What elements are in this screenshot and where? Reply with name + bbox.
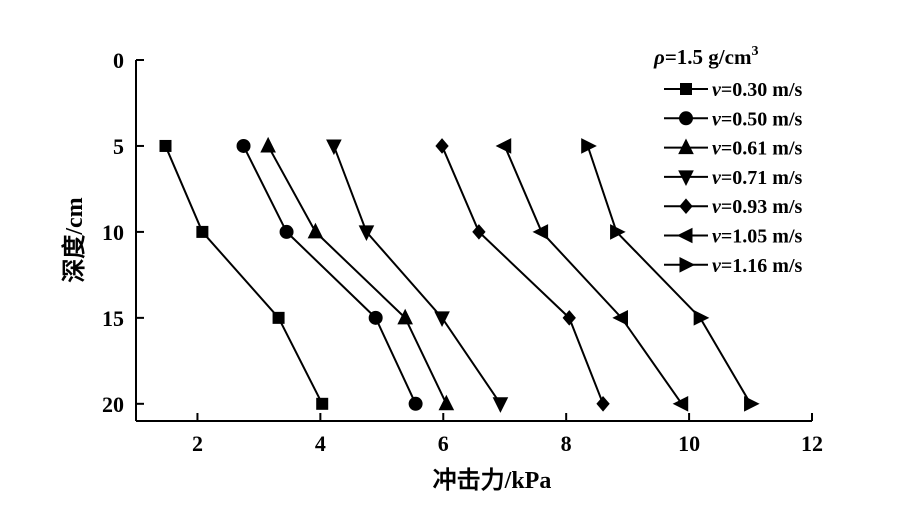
x-tick-label: 12 <box>801 431 823 456</box>
data-point <box>279 224 294 239</box>
axes: 2 4 6 8 10 12 0 5 10 15 20 <box>102 48 823 456</box>
legend-label: v=0.93 m/s <box>712 196 803 218</box>
data-point <box>693 310 710 326</box>
data-point <box>596 396 610 412</box>
series-square <box>159 139 329 410</box>
legend-marker <box>678 138 694 155</box>
legend-marker <box>679 198 693 214</box>
legend-label: v=0.61 m/s <box>712 138 803 160</box>
legend-title-superscript: 3 <box>751 44 758 59</box>
data-point <box>492 397 509 413</box>
y-axis-title: 深度/cm <box>60 197 88 282</box>
data-point <box>581 138 597 154</box>
legend-label-var: v <box>712 196 722 218</box>
data-point <box>672 396 689 412</box>
data-point <box>495 138 512 154</box>
data-point <box>260 136 276 153</box>
data-point <box>397 308 413 325</box>
legend-marker <box>679 256 696 273</box>
legend-label-value: =1.16 m/s <box>721 255 803 277</box>
legend-label-var: v <box>712 255 722 277</box>
y-tick-label: 15 <box>102 306 124 331</box>
data-point <box>358 225 375 242</box>
legend-item: v=0.71 m/s <box>664 167 803 189</box>
series-circle <box>236 138 423 411</box>
x-tick-label: 8 <box>561 431 572 456</box>
legend-item: v=1.16 m/s <box>664 255 803 277</box>
data-point <box>434 311 450 327</box>
data-point <box>610 224 626 240</box>
legend-label: v=0.71 m/s <box>712 167 803 189</box>
series-triangle-right <box>581 138 760 412</box>
data-point <box>435 138 449 154</box>
legend-label-value: =0.50 m/s <box>721 108 803 130</box>
legend-label-var: v <box>712 226 722 248</box>
y-tick-label: 0 <box>113 48 124 73</box>
x-tick-label: 10 <box>678 431 700 456</box>
legend-label: v=1.16 m/s <box>712 255 803 277</box>
legend-label: v=0.50 m/s <box>712 108 803 130</box>
data-point <box>159 139 172 152</box>
data-point <box>562 310 576 326</box>
legend-title-text: =1.5 g/cm <box>665 45 752 69</box>
legend-label-var: v <box>712 138 722 160</box>
legend-label-var: v <box>712 79 722 101</box>
y-tick-label: 10 <box>102 220 124 245</box>
data-point <box>236 138 251 153</box>
data-point <box>744 396 760 412</box>
data-point <box>368 310 383 325</box>
series-line <box>242 145 417 405</box>
series-triangle-down <box>326 139 509 413</box>
x-tick-label: 4 <box>315 431 326 456</box>
legend-item: v=0.93 m/s <box>664 196 803 218</box>
series-line <box>267 145 448 405</box>
data-point <box>532 224 549 240</box>
legend-item: v=0.30 m/s <box>664 79 803 101</box>
legend-label: v=0.30 m/s <box>712 79 803 101</box>
data-point <box>326 139 342 156</box>
series-triangle-up <box>260 136 455 411</box>
data-point <box>408 396 423 411</box>
legend-marker <box>680 83 692 95</box>
y-tick-label: 20 <box>102 392 124 417</box>
series-line <box>503 145 683 405</box>
legend-label: v=1.05 m/s <box>712 226 803 248</box>
legend-label-value: =0.93 m/s <box>721 196 803 218</box>
data-point <box>307 222 324 239</box>
data-point <box>272 311 285 324</box>
data-point <box>438 394 455 411</box>
legend-title: ρ=1.5 g/cm3 <box>653 44 758 69</box>
legend-label-value: =0.30 m/s <box>721 79 803 101</box>
x-axis-title: 冲击力/kPa <box>433 467 552 494</box>
legend-label-value: =1.05 m/s <box>721 226 803 248</box>
series-triangle-left <box>495 138 689 412</box>
x-tick-label: 2 <box>192 431 203 456</box>
legend-label-value: =0.71 m/s <box>721 167 803 189</box>
data-point <box>196 225 209 238</box>
data-point <box>316 397 329 410</box>
series-layer <box>159 136 760 413</box>
legend-label-value: =0.61 m/s <box>721 138 803 160</box>
legend-label-var: v <box>712 167 722 189</box>
x-tick-label: 6 <box>438 431 449 456</box>
legend-marker <box>678 170 694 187</box>
legend-label-var: v <box>712 108 722 130</box>
series-diamond <box>435 138 610 412</box>
legend-title-symbol: ρ <box>653 45 665 69</box>
legend-item: v=1.05 m/s <box>664 226 803 248</box>
data-point <box>612 310 628 326</box>
y-tick-label: 5 <box>113 134 124 159</box>
legend-item: v=0.50 m/s <box>664 108 803 130</box>
series-line <box>332 145 502 405</box>
legend-item: v=0.61 m/s <box>664 138 803 160</box>
legend-marker <box>679 111 693 126</box>
legend-marker <box>676 227 693 244</box>
series-line <box>164 145 324 405</box>
series-line <box>441 145 604 405</box>
series-line <box>586 145 752 405</box>
data-point <box>472 224 486 240</box>
